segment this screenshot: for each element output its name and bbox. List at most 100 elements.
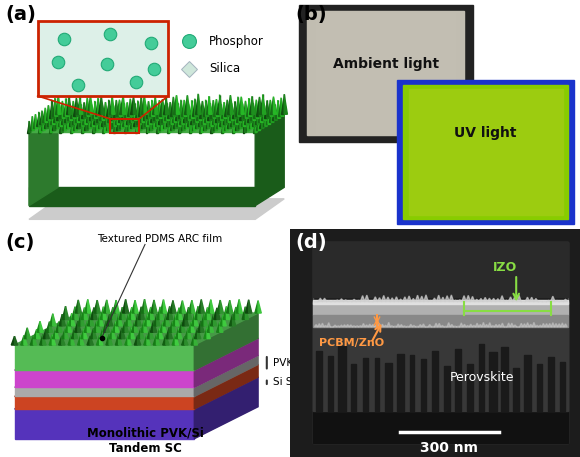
Polygon shape xyxy=(179,322,182,332)
Polygon shape xyxy=(179,328,182,339)
Polygon shape xyxy=(316,351,322,411)
Polygon shape xyxy=(204,308,208,319)
Polygon shape xyxy=(83,119,85,133)
Polygon shape xyxy=(45,108,48,122)
Polygon shape xyxy=(73,118,75,131)
Polygon shape xyxy=(397,324,400,327)
Polygon shape xyxy=(119,94,122,114)
Polygon shape xyxy=(224,102,227,118)
Polygon shape xyxy=(190,110,193,124)
Polygon shape xyxy=(313,242,568,297)
Polygon shape xyxy=(106,102,108,118)
Polygon shape xyxy=(59,120,61,133)
Polygon shape xyxy=(14,396,194,409)
Polygon shape xyxy=(198,94,201,114)
Polygon shape xyxy=(43,329,46,339)
Text: UV light: UV light xyxy=(455,126,517,139)
Polygon shape xyxy=(29,121,31,133)
Text: PCBM/ZnO: PCBM/ZnO xyxy=(319,338,384,348)
Polygon shape xyxy=(204,328,207,339)
Polygon shape xyxy=(95,118,97,131)
Polygon shape xyxy=(179,108,182,124)
Polygon shape xyxy=(42,111,45,124)
Polygon shape xyxy=(176,328,179,339)
Polygon shape xyxy=(441,325,444,327)
Polygon shape xyxy=(142,106,144,122)
Polygon shape xyxy=(409,89,563,215)
Polygon shape xyxy=(390,298,394,302)
Polygon shape xyxy=(244,120,246,133)
Polygon shape xyxy=(264,101,267,118)
Polygon shape xyxy=(342,20,429,127)
Polygon shape xyxy=(409,324,412,327)
Polygon shape xyxy=(147,335,150,345)
Polygon shape xyxy=(67,106,69,122)
Polygon shape xyxy=(127,99,130,116)
Polygon shape xyxy=(30,116,32,131)
Polygon shape xyxy=(264,105,267,120)
Polygon shape xyxy=(96,335,100,345)
Polygon shape xyxy=(152,113,154,128)
Polygon shape xyxy=(92,101,95,118)
Polygon shape xyxy=(211,314,213,326)
Polygon shape xyxy=(146,121,147,133)
Polygon shape xyxy=(211,112,213,127)
Polygon shape xyxy=(64,106,67,122)
Polygon shape xyxy=(241,112,244,127)
Polygon shape xyxy=(118,117,121,131)
Polygon shape xyxy=(14,356,258,388)
Polygon shape xyxy=(166,335,169,345)
Polygon shape xyxy=(108,100,112,116)
Polygon shape xyxy=(166,314,169,326)
Polygon shape xyxy=(85,308,88,319)
Polygon shape xyxy=(274,104,277,120)
Polygon shape xyxy=(267,101,270,118)
Polygon shape xyxy=(34,329,37,339)
Polygon shape xyxy=(106,314,110,326)
Polygon shape xyxy=(50,120,52,133)
Polygon shape xyxy=(84,322,88,332)
Polygon shape xyxy=(138,314,141,326)
Polygon shape xyxy=(246,110,249,124)
Polygon shape xyxy=(86,106,88,122)
Polygon shape xyxy=(217,308,220,319)
Polygon shape xyxy=(191,100,194,118)
Polygon shape xyxy=(183,107,185,122)
Polygon shape xyxy=(339,299,344,302)
Polygon shape xyxy=(223,109,225,124)
Polygon shape xyxy=(96,105,99,122)
Polygon shape xyxy=(132,300,135,313)
Polygon shape xyxy=(328,356,334,411)
Polygon shape xyxy=(194,119,196,131)
Polygon shape xyxy=(177,103,180,120)
Polygon shape xyxy=(63,110,66,124)
Polygon shape xyxy=(109,335,113,345)
Polygon shape xyxy=(14,370,194,388)
Polygon shape xyxy=(262,114,264,128)
Polygon shape xyxy=(481,322,485,327)
Polygon shape xyxy=(122,114,125,127)
Polygon shape xyxy=(455,349,461,411)
Polygon shape xyxy=(144,299,148,313)
Polygon shape xyxy=(238,96,241,114)
Text: 300 nm: 300 nm xyxy=(420,441,478,455)
Polygon shape xyxy=(90,111,93,127)
Polygon shape xyxy=(150,108,152,124)
Polygon shape xyxy=(153,335,157,345)
Polygon shape xyxy=(143,116,146,128)
Polygon shape xyxy=(79,111,82,127)
Polygon shape xyxy=(24,328,27,339)
Polygon shape xyxy=(560,362,565,411)
Polygon shape xyxy=(103,307,107,319)
Polygon shape xyxy=(550,296,555,302)
Polygon shape xyxy=(127,117,129,131)
Polygon shape xyxy=(419,296,424,302)
Polygon shape xyxy=(230,111,233,127)
Polygon shape xyxy=(208,115,210,128)
Polygon shape xyxy=(49,322,53,332)
Polygon shape xyxy=(93,121,96,133)
Polygon shape xyxy=(523,324,526,327)
Polygon shape xyxy=(263,95,266,114)
Polygon shape xyxy=(237,117,239,131)
Polygon shape xyxy=(406,326,409,327)
